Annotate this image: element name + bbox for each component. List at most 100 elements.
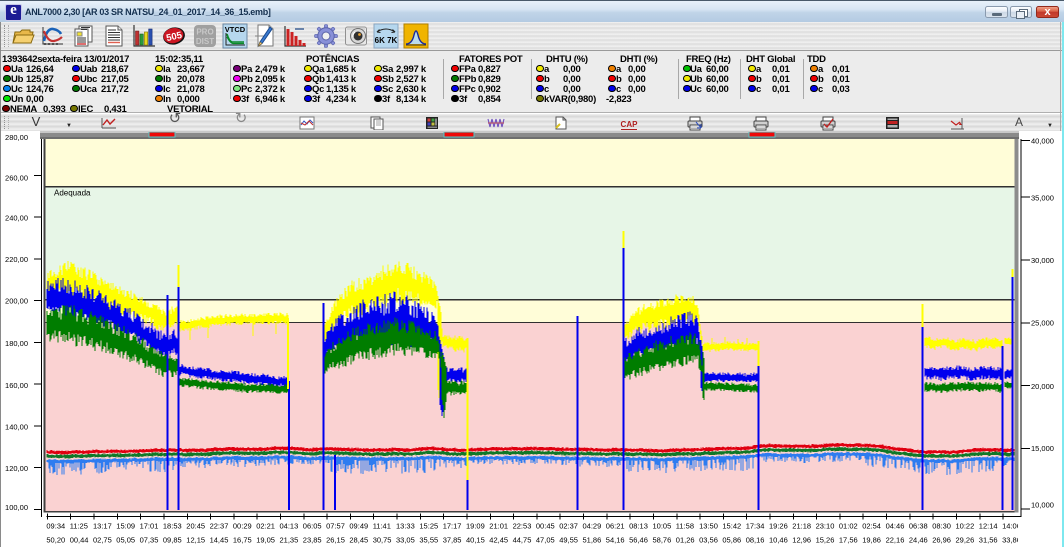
svg-text:17:17: 17:17 [443,522,462,531]
svg-text:PRO: PRO [196,28,213,37]
svg-text:21,35: 21,35 [280,535,299,544]
svg-text:54,16: 54,16 [606,535,625,544]
svg-text:56,46: 56,46 [629,535,648,544]
svg-text:49,55: 49,55 [559,535,578,544]
svg-text:11:41: 11:41 [373,522,391,531]
svg-text:280,00: 280,00 [5,133,28,142]
svg-text:120,00: 120,00 [5,464,28,473]
svg-text:06:05: 06:05 [303,522,322,531]
svg-text:14,45: 14,45 [210,535,229,544]
svg-text:03,56: 03,56 [699,535,718,544]
svg-text:15,26: 15,26 [816,535,835,544]
svg-text:50,20: 50,20 [46,535,65,544]
svg-text:21:18: 21:18 [792,522,811,531]
svg-text:23:10: 23:10 [816,522,835,531]
svg-text:22,16: 22,16 [886,535,905,544]
svg-text:12,96: 12,96 [792,535,811,544]
svg-text:51,86: 51,86 [583,535,602,544]
svg-text:23,85: 23,85 [303,535,322,544]
svg-text:20:45: 20:45 [186,522,205,531]
svg-text:505: 505 [165,30,183,44]
svg-text:00,44: 00,44 [70,535,89,544]
svg-text:05,86: 05,86 [722,535,741,544]
svg-text:04:46: 04:46 [886,522,905,531]
svg-text:17:34: 17:34 [746,522,765,531]
svg-text:13:33: 13:33 [396,522,415,531]
svg-text:04:29: 04:29 [583,522,602,531]
svg-text:10,46: 10,46 [769,535,788,544]
svg-text:31,56: 31,56 [979,535,998,544]
svg-text:200,00: 200,00 [5,297,28,306]
svg-text:19,05: 19,05 [256,535,275,544]
svg-text:22:53: 22:53 [513,522,532,531]
svg-text:240,00: 240,00 [5,214,28,223]
svg-text:06:21: 06:21 [606,522,625,531]
svg-text:17:01: 17:01 [140,522,159,531]
svg-text:00:45: 00:45 [536,522,555,531]
svg-text:12,15: 12,15 [186,535,205,544]
svg-text:15:25: 15:25 [419,522,438,531]
svg-text:26,15: 26,15 [326,535,345,544]
svg-text:20,000: 20,000 [1031,382,1054,391]
svg-text:19:26: 19:26 [769,522,788,531]
svg-text:19,86: 19,86 [862,535,881,544]
svg-text:11:25: 11:25 [70,522,88,531]
svg-text:15,000: 15,000 [1031,444,1054,453]
svg-text:6K 7K: 6K 7K [375,36,398,45]
svg-text:05,05: 05,05 [116,535,135,544]
svg-text:16,75: 16,75 [233,535,252,544]
svg-text:19:09: 19:09 [466,522,485,531]
svg-text:100,00: 100,00 [5,503,28,512]
svg-text:140,00: 140,00 [5,423,28,432]
svg-text:08:13: 08:13 [629,522,648,531]
svg-text:01,26: 01,26 [676,535,695,544]
svg-text:40,000: 40,000 [1031,137,1054,146]
svg-text:28,45: 28,45 [349,535,368,544]
svg-text:15:42: 15:42 [722,522,741,531]
svg-text:15:09: 15:09 [116,522,135,531]
svg-text:DIST: DIST [196,37,214,46]
svg-text:07,35: 07,35 [140,535,159,544]
svg-text:35,000: 35,000 [1031,194,1054,203]
svg-text:11:58: 11:58 [676,522,694,531]
svg-text:26,96: 26,96 [932,535,951,544]
svg-text:21:01: 21:01 [489,522,508,531]
svg-text:47,05: 47,05 [536,535,555,544]
svg-text:10:22: 10:22 [956,522,975,531]
svg-text:14:06: 14:06 [1002,522,1021,531]
svg-text:58,76: 58,76 [653,535,672,544]
svg-text:37,85: 37,85 [443,535,462,544]
svg-text:09:34: 09:34 [46,522,65,531]
svg-text:06:38: 06:38 [909,522,928,531]
svg-text:08:30: 08:30 [932,522,951,531]
svg-text:30,75: 30,75 [373,535,392,544]
svg-text:02:37: 02:37 [559,522,578,531]
svg-text:12:14: 12:14 [979,522,998,531]
svg-text:180,00: 180,00 [5,339,28,348]
svg-text:Adequada: Adequada [54,189,91,198]
svg-text:260,00: 260,00 [5,174,28,183]
svg-text:33,86: 33,86 [1002,535,1021,544]
svg-text:04:13: 04:13 [280,522,299,531]
svg-text:30,000: 30,000 [1031,256,1054,265]
svg-text:07:57: 07:57 [326,522,345,531]
svg-text:33,05: 33,05 [396,535,415,544]
svg-text:220,00: 220,00 [5,255,28,264]
svg-text:42,45: 42,45 [489,535,508,544]
svg-text:44,75: 44,75 [513,535,532,544]
svg-text:13:17: 13:17 [93,522,112,531]
svg-text:10,000: 10,000 [1031,501,1054,510]
svg-text:02:54: 02:54 [862,522,881,531]
svg-text:24,46: 24,46 [909,535,928,544]
svg-text:02:21: 02:21 [256,522,275,531]
svg-text:40,15: 40,15 [466,535,485,544]
svg-text:00:29: 00:29 [233,522,252,531]
svg-text:25,000: 25,000 [1031,319,1054,328]
svg-text:02,75: 02,75 [93,535,112,544]
svg-text:35,55: 35,55 [419,535,438,544]
svg-text:22:37: 22:37 [210,522,229,531]
svg-text:17,56: 17,56 [839,535,858,544]
svg-text:160,00: 160,00 [5,381,28,390]
svg-text:29,26: 29,26 [956,535,975,544]
svg-text:09:49: 09:49 [349,522,368,531]
